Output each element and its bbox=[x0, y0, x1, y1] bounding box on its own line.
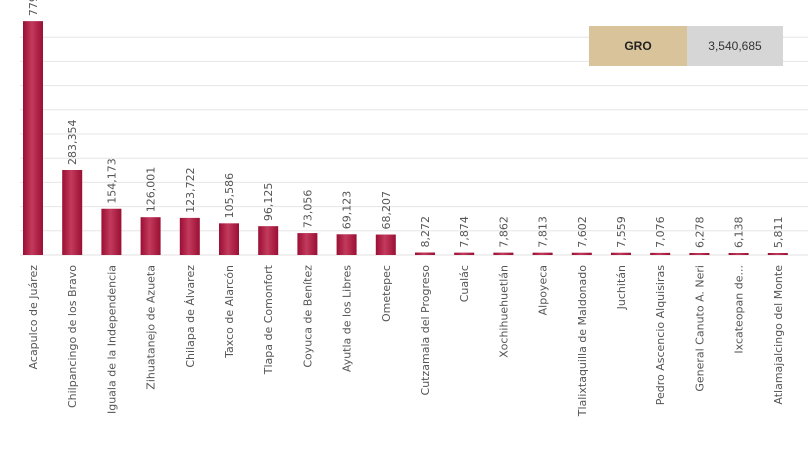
value-label: 7,559 bbox=[615, 216, 628, 248]
value-label: 6,138 bbox=[733, 217, 746, 249]
category-label: Taxco de Alarcón bbox=[223, 265, 236, 359]
value-label: 123,722 bbox=[184, 167, 197, 213]
category-label: Juchitán bbox=[615, 265, 628, 310]
category-label: Xochihuehuetlán bbox=[497, 265, 510, 358]
category-label: Acapulco de Juárez bbox=[27, 265, 40, 370]
value-label: 7,862 bbox=[497, 216, 510, 248]
bar bbox=[219, 223, 239, 255]
value-label: 73,056 bbox=[301, 190, 314, 229]
bar bbox=[415, 252, 435, 255]
category-label: Ometepec bbox=[380, 265, 393, 322]
bar bbox=[23, 21, 43, 255]
category-label: Ixcateopan de... bbox=[733, 265, 746, 354]
total-value: 3,540,685 bbox=[687, 26, 783, 66]
bar bbox=[611, 252, 631, 255]
bar bbox=[454, 252, 475, 255]
value-label: 7,602 bbox=[576, 216, 589, 248]
value-label: 7,813 bbox=[537, 216, 550, 248]
bars bbox=[23, 21, 788, 255]
bar bbox=[689, 253, 710, 255]
category-label: Tlalixtaquilla de Maldonado bbox=[576, 265, 589, 417]
value-label: 283,354 bbox=[66, 119, 79, 165]
category-label: Atlamajalcingo del Monte bbox=[772, 265, 785, 405]
category-label: Cutzamala del Progreso bbox=[419, 265, 432, 396]
bar bbox=[336, 234, 357, 255]
value-label: 126,001 bbox=[145, 167, 158, 213]
value-label: 8,272 bbox=[419, 216, 432, 248]
bar bbox=[650, 252, 671, 255]
total-label: GRO bbox=[589, 26, 687, 66]
category-label: Tlapa de Comonfort bbox=[262, 264, 275, 375]
value-label: 6,278 bbox=[693, 217, 706, 249]
bar bbox=[140, 217, 161, 255]
value-label: 7,874 bbox=[458, 216, 471, 248]
bar bbox=[258, 226, 279, 255]
category-label: Chilapa de Álvarez bbox=[184, 265, 197, 368]
bar bbox=[179, 217, 200, 255]
category-label: Cualác bbox=[458, 265, 471, 302]
value-label: 5,811 bbox=[772, 217, 785, 249]
value-labels: 779,566 283,354 154,173 126,001 123,722 105,5… bbox=[27, 0, 785, 248]
value-label: 105,586 bbox=[223, 173, 236, 219]
category-label: Pedro Ascencio Alquisiras bbox=[654, 265, 667, 406]
value-label: 96,125 bbox=[262, 183, 275, 222]
bar bbox=[532, 252, 553, 255]
category-label: Coyuca de Benítez bbox=[301, 265, 314, 368]
bar bbox=[493, 252, 514, 255]
bar bbox=[728, 253, 749, 255]
bar bbox=[62, 169, 83, 255]
category-label: Zihuatanejo de Azueta bbox=[145, 265, 158, 390]
bar bbox=[375, 234, 396, 255]
bar bbox=[297, 233, 318, 255]
category-labels: Acapulco de Juárez Chilpancingo de los Br… bbox=[27, 264, 785, 417]
value-label: 68,207 bbox=[380, 191, 393, 230]
bar bbox=[571, 252, 592, 255]
total-box: GRO 3,540,685 bbox=[589, 26, 783, 66]
value-label: 779,566 bbox=[27, 0, 40, 16]
value-label: 69,123 bbox=[341, 191, 354, 230]
category-label: Ayutla de los Libres bbox=[341, 265, 354, 372]
value-label: 7,076 bbox=[654, 216, 667, 248]
gridlines bbox=[20, 36, 808, 256]
bar bbox=[767, 253, 788, 255]
value-label: 154,173 bbox=[105, 158, 118, 203]
bar bbox=[101, 208, 122, 255]
category-label: Chilpancingo de los Bravo bbox=[66, 265, 79, 408]
category-label: General Canuto A. Neri bbox=[693, 265, 706, 392]
category-label: Iguala de la Independencia bbox=[105, 265, 118, 414]
category-label: Alpoyeca bbox=[537, 265, 550, 315]
